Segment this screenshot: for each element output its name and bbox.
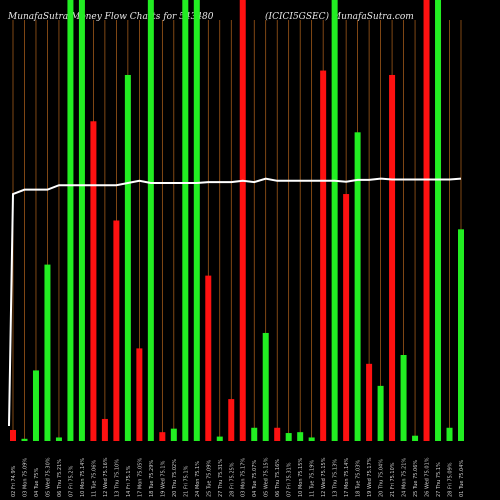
chart-header-left: MunafaSutra Money Flow Charts for 543480 — [8, 12, 214, 22]
x-tick-label: 26 Wed 75.01% — [425, 457, 431, 497]
bar-19 — [216, 436, 223, 441]
x-tick-label: 02 Fri 74.9% — [11, 465, 17, 497]
x-tick-label: 10 Mon 75.14% — [80, 458, 86, 497]
chart-header-right: (ICICI5GSEC) MunafaSutra.com — [265, 12, 414, 22]
bar-9 — [101, 418, 108, 441]
x-axis-labels: 02 Fri 74.9% 03 Mon 75.09% 04 Tue 75% 05… — [11, 457, 465, 497]
bar-1 — [10, 429, 16, 441]
bar-16 — [182, 0, 189, 441]
x-tick-label: 05 Wed 75.30% — [45, 457, 51, 497]
x-tick-label: 01 Tue 75.04% — [459, 460, 465, 497]
bar-33 — [377, 385, 384, 441]
x-tick-label: 10 Mon 75.15% — [298, 458, 304, 497]
x-tick-label: 04 Tue 75% — [34, 468, 40, 497]
bar-2 — [21, 438, 28, 441]
bar-36 — [412, 435, 419, 441]
x-tick-label: 19 Wed 75.1% — [160, 460, 166, 497]
bar-series — [10, 0, 464, 442]
bar-4 — [44, 264, 51, 441]
bar-35 — [400, 355, 407, 441]
bar-7 — [78, 0, 85, 441]
bar-40 — [458, 229, 464, 441]
bar-26 — [297, 432, 304, 441]
bar-10 — [113, 220, 120, 441]
bar-28 — [320, 70, 327, 441]
bar-25 — [285, 433, 292, 441]
x-tick-label: 06 Thu 75.21% — [57, 459, 63, 497]
bar-38 — [435, 0, 442, 441]
x-tick-label: 12 Wed 75.15% — [321, 457, 327, 497]
bar-6 — [67, 0, 74, 441]
x-tick-label: 13 Thu 75.13% — [333, 459, 339, 497]
x-tick-label: 18 Tue 75.03% — [356, 460, 362, 497]
x-tick-label: 28 Fri 75.09% — [448, 462, 454, 497]
x-tick-label: 24 Mon 75.21% — [402, 458, 408, 497]
bar-14 — [159, 432, 166, 441]
bar-21 — [239, 0, 246, 441]
bar-18 — [205, 275, 212, 441]
x-tick-label: 07 Fri 75.31% — [287, 462, 293, 497]
x-tick-label: 06 Thu 75.16% — [275, 459, 281, 497]
x-tick-label: 17 Mon 75.05% — [137, 458, 143, 497]
x-tick-label: 25 Tue 75.09% — [206, 460, 212, 497]
bar-13 — [147, 0, 154, 441]
bar-37 — [423, 0, 430, 441]
x-tick-label: 20 Thu 75.04% — [379, 459, 385, 497]
x-tick-label: 03 Mon 75.09% — [22, 458, 28, 497]
trend-line-group — [8, 177, 462, 427]
x-tick-label: 12 Wed 75.16% — [103, 457, 109, 497]
x-tick-label: 11 Tue 75.19% — [310, 460, 316, 497]
x-tick-label: 18 Tue 75.29% — [149, 460, 155, 497]
bar-31 — [354, 132, 361, 442]
bar-3 — [32, 370, 39, 441]
x-tick-label: 21 Fri 75.10% — [390, 462, 396, 497]
x-tick-label: 07 Fri 75.2% — [68, 465, 74, 497]
bar-17 — [193, 0, 200, 441]
bar-23 — [262, 332, 269, 441]
bar-27 — [308, 437, 315, 441]
x-tick-label: 11 Tue 75.06% — [91, 460, 97, 497]
bar-11 — [124, 74, 131, 441]
trend-line — [8, 177, 462, 427]
x-tick-label: 27 Thu 75.31% — [218, 459, 224, 497]
bar-5 — [55, 437, 62, 441]
x-tick-label: 17 Mon 75.14% — [344, 458, 350, 497]
bar-15 — [170, 428, 177, 441]
bar-29 — [331, 0, 338, 441]
x-tick-label: 21 Fri 75.1% — [183, 465, 189, 497]
bar-32 — [366, 363, 373, 441]
bar-22 — [251, 427, 258, 441]
x-tick-label: 27 Thu 75.1% — [436, 462, 442, 497]
bar-39 — [446, 427, 453, 441]
bar-34 — [389, 74, 396, 441]
x-tick-label: 04 Tue 75.07% — [252, 460, 258, 497]
x-tick-label: 13 Thu 75.10% — [114, 459, 120, 497]
bar-8 — [90, 121, 97, 442]
x-tick-label: 05 Wed 75.15% — [264, 457, 270, 497]
x-tick-label: 03 Mon 75.17% — [241, 458, 247, 497]
bar-12 — [136, 348, 143, 441]
x-tick-label: 20 Thu 75.02% — [172, 459, 178, 497]
x-tick-label: 28 Fri 75.25% — [229, 462, 235, 497]
bar-24 — [274, 427, 281, 441]
x-tick-label: 19 Wed 75.17% — [367, 457, 373, 497]
x-tick-label: 25 Tue 75.06% — [413, 460, 419, 497]
bar-30 — [343, 194, 350, 441]
x-tick-label: 14 Fri 75.1% — [126, 465, 132, 497]
bar-20 — [228, 399, 235, 441]
x-tick-label: 24 Mon 75.1% — [195, 461, 201, 497]
